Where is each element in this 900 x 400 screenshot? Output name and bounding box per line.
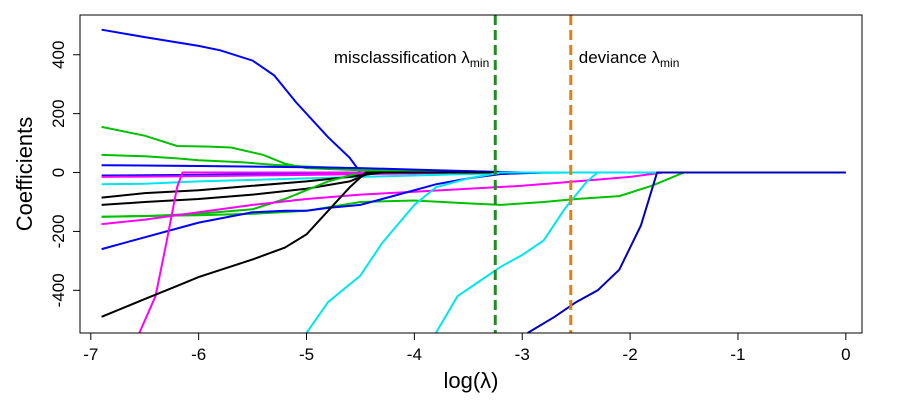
coefficient-path-11 (101, 171, 846, 218)
y-tick-label: 200 (49, 99, 68, 127)
x-tick-label: -6 (191, 345, 206, 364)
coefficient-path-2 (101, 125, 846, 174)
y-axis: -400 -200 0 200 400 (49, 41, 80, 307)
plot-frame (79, 14, 863, 334)
coefficient-path-18 (527, 171, 846, 333)
coefficient-path-12 (101, 171, 846, 226)
x-tick-label: -1 (730, 345, 745, 364)
coefficient-path-16 (305, 171, 846, 333)
coefficient-path-15 (101, 171, 846, 318)
y-tick-label: 400 (49, 41, 68, 69)
y-axis-label: Coefficients (12, 117, 37, 232)
coefficient-path-4 (101, 164, 846, 174)
x-tick-label: -4 (407, 345, 422, 364)
coefficient-path-9 (101, 171, 846, 206)
x-tick-label: -2 (623, 345, 638, 364)
x-axis: -7 -6 -5 -4 -3 -2 -1 0 (83, 333, 851, 364)
coefficient-path-3 (101, 153, 846, 174)
coefficient-path-14 (138, 171, 846, 333)
x-tick-label: -5 (299, 345, 314, 364)
coefficient-path-17 (435, 171, 846, 333)
vline-layer (493, 15, 573, 333)
deviance-lambda-label: deviance λmin (579, 48, 680, 70)
x-tick-label: -3 (515, 345, 530, 364)
x-tick-label: -7 (83, 345, 98, 364)
y-tick-label: 0 (49, 168, 68, 177)
coefficient-path-1 (101, 28, 846, 174)
annotations: misclassification λmin deviance λmin (334, 48, 680, 70)
misclassification-lambda-label: misclassification λmin (334, 48, 489, 70)
x-tick-label: 0 (841, 345, 850, 364)
series-layer (101, 28, 846, 333)
x-axis-label: log(λ) (443, 368, 498, 393)
y-tick-label: -200 (49, 214, 68, 248)
y-tick-label: -400 (49, 273, 68, 307)
